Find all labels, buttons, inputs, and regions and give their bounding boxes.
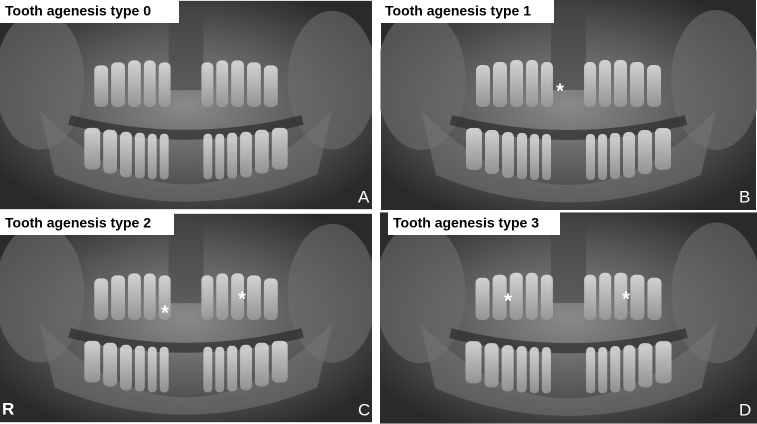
panel-d: Tooth agenesis type 3 * * D <box>375 212 757 424</box>
panel-letter: B <box>739 187 750 206</box>
panel-a: Tooth agenesis type 0 A <box>0 0 377 209</box>
agenesis-marker: * <box>504 290 512 312</box>
panel-letter: C <box>358 400 370 419</box>
panel-b: Tooth agenesis type 1 * B <box>376 0 757 210</box>
title-box <box>388 212 560 235</box>
agenesis-marker: * <box>556 80 564 102</box>
panel-title: Tooth agenesis type 0 <box>5 3 151 19</box>
radiograph <box>376 0 757 210</box>
radiograph <box>0 1 377 209</box>
panel-letter: A <box>358 187 370 206</box>
panel-c: Tooth agenesis type 2 * * R C <box>0 212 377 422</box>
panel-title: Tooth agenesis type 1 <box>385 3 531 19</box>
title-box <box>0 0 179 23</box>
panel-title: Tooth agenesis type 2 <box>5 215 151 231</box>
agenesis-marker: * <box>161 302 169 324</box>
panel-title: Tooth agenesis type 3 <box>393 215 539 231</box>
agenesis-marker: * <box>238 288 246 310</box>
panel-letter: D <box>739 400 751 419</box>
title-box <box>0 212 174 235</box>
side-label: R <box>2 399 14 418</box>
radiograph <box>375 212 757 423</box>
agenesis-marker: * <box>622 288 630 310</box>
radiograph <box>0 214 377 422</box>
title-box <box>380 0 554 23</box>
